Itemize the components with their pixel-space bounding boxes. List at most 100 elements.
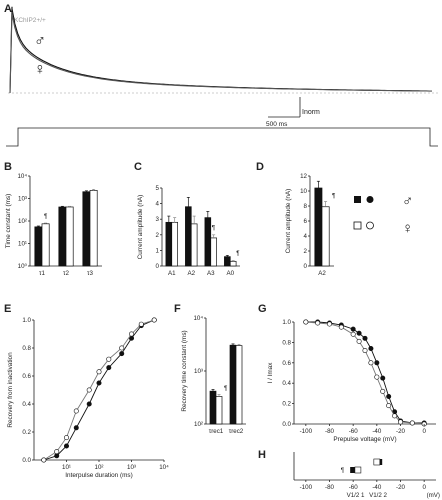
panel-f-female-bar: [215, 396, 223, 425]
panel-e-female-point: [151, 317, 157, 323]
panel-g-female-point: [362, 348, 368, 354]
panel-g-y-tick-label: 0.4: [282, 380, 291, 387]
panel-h-male-marker: [350, 467, 357, 473]
legend-male-symbol: ♂: [402, 193, 413, 210]
panel-e-male-point: [86, 401, 92, 407]
panel-c-significance: ¶: [236, 250, 240, 257]
panel-g-female-point: [380, 388, 386, 394]
panel-h-x-tick-label: -80: [325, 484, 335, 491]
panel-e-male-point: [119, 351, 125, 357]
panel-g-female-point: [368, 360, 374, 366]
panel-g-male-point: [362, 335, 368, 341]
legend: ♂ ♀: [353, 193, 413, 237]
panel-e-male-point: [64, 443, 70, 449]
panel-label-a: A: [4, 3, 12, 15]
panel-e-male-point: [106, 365, 112, 371]
legend-female-symbol: ♀: [402, 220, 413, 237]
panel-g-female-point: [374, 374, 380, 380]
panel-b-female-bar: [89, 190, 98, 267]
panel-e-x-tick-label: 10¹: [62, 464, 71, 471]
panel-h-x-tick-label: -60: [349, 484, 359, 491]
panel-g-male-point: [386, 393, 392, 399]
panel-e-y-tick-label: 0.6: [22, 373, 31, 380]
female-trace: [9, 11, 432, 94]
panel-b-y-tick-label: 10³: [18, 196, 27, 203]
panel-g-male-point: [368, 346, 374, 352]
panel-b-category-label: τ3: [87, 270, 93, 277]
panel-g-y-label: I / Imax: [267, 362, 274, 384]
panel-c-y-tick-label: 4: [156, 201, 160, 208]
panel-f-significance: ¶: [224, 385, 228, 392]
panel-h-female-marker: [354, 466, 362, 474]
panel-h-female-marker: [373, 458, 381, 466]
panel-g-female-point: [350, 331, 356, 337]
panel-g-x-tick-label: -40: [372, 428, 382, 435]
panel-c-category-label: A3: [207, 270, 215, 277]
panel-b-y-label: Time constant (ms): [5, 194, 12, 248]
panel-e-y-tick-label: 0.2: [22, 429, 31, 436]
panel-c-female-bar: [210, 237, 217, 267]
panel-e-male-point: [96, 380, 102, 386]
panel-g-x-tick-label: -80: [325, 428, 335, 435]
panel-f: 10² 10³ 10⁴ Recovery time constant (ms) τrec…: [181, 315, 246, 435]
panel-c: 0 1 2 3 4 5 Current amplitude (nA) A1 A2 A3 A0 ¶ ¶: [137, 185, 240, 277]
panel-label-d: D: [256, 161, 264, 173]
panel-d-category-label: A2: [318, 270, 326, 277]
panel-g-male-point: [356, 330, 362, 336]
panel-f-y-tick-label: 10³: [194, 368, 203, 375]
panel-f-y-tick-label: 10⁴: [193, 315, 203, 322]
panel-e-female-point: [73, 408, 79, 414]
scalebar-current-label: Inorm: [302, 109, 320, 116]
panel-e-female-point: [129, 331, 135, 337]
panel-label-f: F: [174, 303, 181, 315]
panel-c-male-bar: [165, 221, 173, 267]
panel-label-b: B: [4, 161, 12, 173]
panel-g-x-tick-label: -100: [300, 428, 313, 435]
panel-b-y-tick-label: 10¹: [18, 241, 27, 248]
panel-h-significance: ¶: [341, 467, 345, 474]
panel-d-y-tick-label: 2: [304, 248, 308, 255]
panel-b-y-tick-label: 10²: [18, 218, 27, 225]
panel-f-y-label: Recovery time constant (ms): [181, 330, 188, 411]
panel-g-female-point: [397, 419, 403, 425]
panel-g-y-tick-label: 0.8: [282, 339, 291, 346]
panel-d-y-label: Current amplitude (nA): [285, 189, 292, 254]
legend-female-circle: [366, 221, 374, 230]
panel-e-y-tick-label: 0.8: [22, 345, 31, 352]
panel-h: -100 -80 -60 -40 -20 0(mV) V1/2 1 V1/2 2 ¶: [293, 452, 440, 499]
panel-e: 0.0 0.2 0.4 0.6 0.8 1.0 Recovery from inactiva…: [7, 317, 169, 479]
panel-c-female-bar: [171, 221, 178, 267]
panel-c-y-tick-label: 0: [156, 263, 160, 270]
panel-e-male-point: [54, 453, 60, 459]
panel-e-y-label: Recovery from inactivation: [7, 352, 14, 428]
scalebar-time-label: 500 ms: [266, 121, 288, 128]
panel-a: KChIP2+/+ ♂ ♀ Inorm 500 ms: [6, 6, 438, 147]
panel-e-male-point: [73, 425, 79, 431]
panel-h-x-tick-label: -100: [300, 484, 313, 491]
panel-g-x-tick-label: -60: [349, 428, 359, 435]
panel-f-male-bar: [229, 344, 237, 425]
panel-g-y-tick-label: 0.0: [282, 421, 291, 428]
male-trace: [9, 6, 432, 94]
panel-label-c: C: [134, 161, 142, 173]
panel-b-significance: ¶: [44, 213, 48, 220]
panel-g-female-point: [326, 321, 332, 327]
legend-male-square: [354, 196, 361, 203]
panel-e-female-point: [86, 387, 92, 393]
panel-h-x-tick-label: -20: [396, 484, 406, 491]
panel-g-y-tick-label: 0.2: [282, 401, 291, 408]
panel-g-female-point: [338, 324, 344, 330]
panel-g-y-tick-label: 1.0: [282, 319, 291, 326]
panel-f-category-label: τrec1: [209, 428, 224, 435]
panel-e-female-point: [106, 356, 112, 362]
panel-c-male-bar: [204, 217, 212, 267]
panel-b-male-bar: [34, 226, 43, 267]
panel-g-female-point: [303, 319, 309, 325]
panel-h-x-tick-label: -40: [372, 484, 382, 491]
panel-c-y-tick-label: 1: [156, 247, 160, 254]
panel-g-female-point: [392, 413, 398, 419]
panel-c-female-bar: [190, 223, 198, 267]
legend-female-square: [353, 221, 362, 230]
panel-g-female-point: [356, 338, 362, 344]
